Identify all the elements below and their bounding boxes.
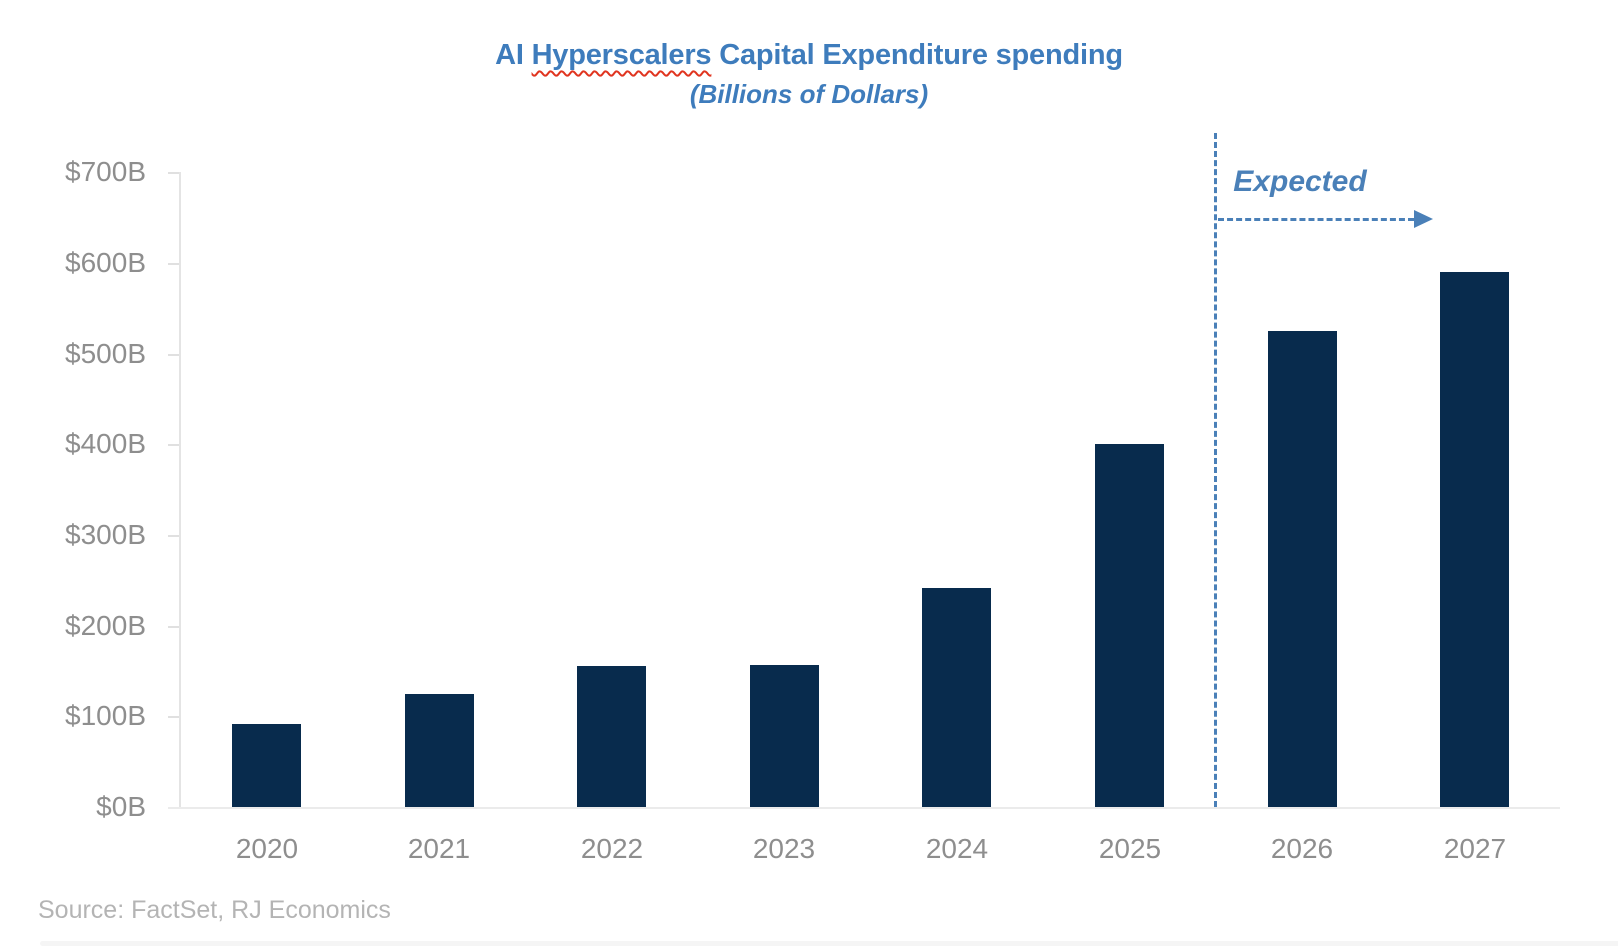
y-axis-tick-label: $600B: [65, 246, 146, 278]
bottom-edge-strip: [40, 941, 1618, 946]
y-axis-tick-mark: [168, 172, 179, 175]
bar-2027: [1440, 272, 1509, 807]
y-axis-tick-mark: [168, 444, 179, 447]
y-axis-tick-label: $400B: [65, 428, 146, 460]
source-note: Source: FactSet, RJ Economics: [38, 896, 391, 924]
bar-2021: [405, 694, 474, 807]
y-axis-tick-mark: [168, 716, 179, 719]
x-axis-baseline: [168, 807, 1560, 809]
expected-arrow-dashed-line: [1218, 218, 1414, 221]
bar-2020: [232, 724, 301, 807]
y-axis-tick-label: $500B: [65, 337, 146, 369]
chart-title: AI Hyperscalers Capital Expenditure spen…: [0, 36, 1618, 74]
x-axis-label-2021: 2021: [407, 833, 471, 864]
bar-2022: [577, 666, 646, 807]
x-axis-label-2026: 2026: [1270, 833, 1334, 864]
x-axis-label-2023: 2023: [752, 833, 816, 864]
x-axis-label-2025: 2025: [1098, 833, 1162, 864]
y-axis-tick-label: $200B: [65, 609, 146, 641]
bar-2026: [1268, 331, 1337, 807]
bar-2024: [922, 588, 991, 807]
arrow-head-icon: [1414, 210, 1433, 228]
y-axis-tick-mark: [168, 262, 179, 265]
y-axis-tick-mark: [168, 353, 179, 356]
chart-title-suffix: Capital Expenditure spending: [711, 39, 1123, 71]
y-axis-tick-label: $100B: [65, 700, 146, 732]
title-block: AI Hyperscalers Capital Expenditure spen…: [0, 36, 1618, 110]
x-axis-label-2020: 2020: [235, 833, 299, 864]
x-axis-label-2024: 2024: [925, 833, 989, 864]
y-axis-line: [179, 172, 181, 808]
x-axis-label-2027: 2027: [1443, 833, 1507, 864]
chart-title-prefix: AI: [495, 39, 532, 71]
y-axis-tick-mark: [168, 625, 179, 628]
x-axis-label-2022: 2022: [580, 833, 644, 864]
y-axis-tick-label: $300B: [65, 518, 146, 550]
bar-2025: [1095, 444, 1164, 807]
y-axis-tick-label: $0B: [96, 791, 146, 822]
misspelled-word-hyperscalers: Hyperscalers: [531, 39, 712, 71]
y-axis-tick-label: $700B: [65, 156, 146, 188]
y-axis-tick-mark: [168, 534, 179, 537]
bar-2023: [750, 665, 819, 807]
expected-divider-dashed-line: [1214, 133, 1217, 807]
expected-annotation-label: Expected: [1233, 165, 1367, 198]
chart-subtitle: (Billions of Dollars): [689, 79, 929, 109]
